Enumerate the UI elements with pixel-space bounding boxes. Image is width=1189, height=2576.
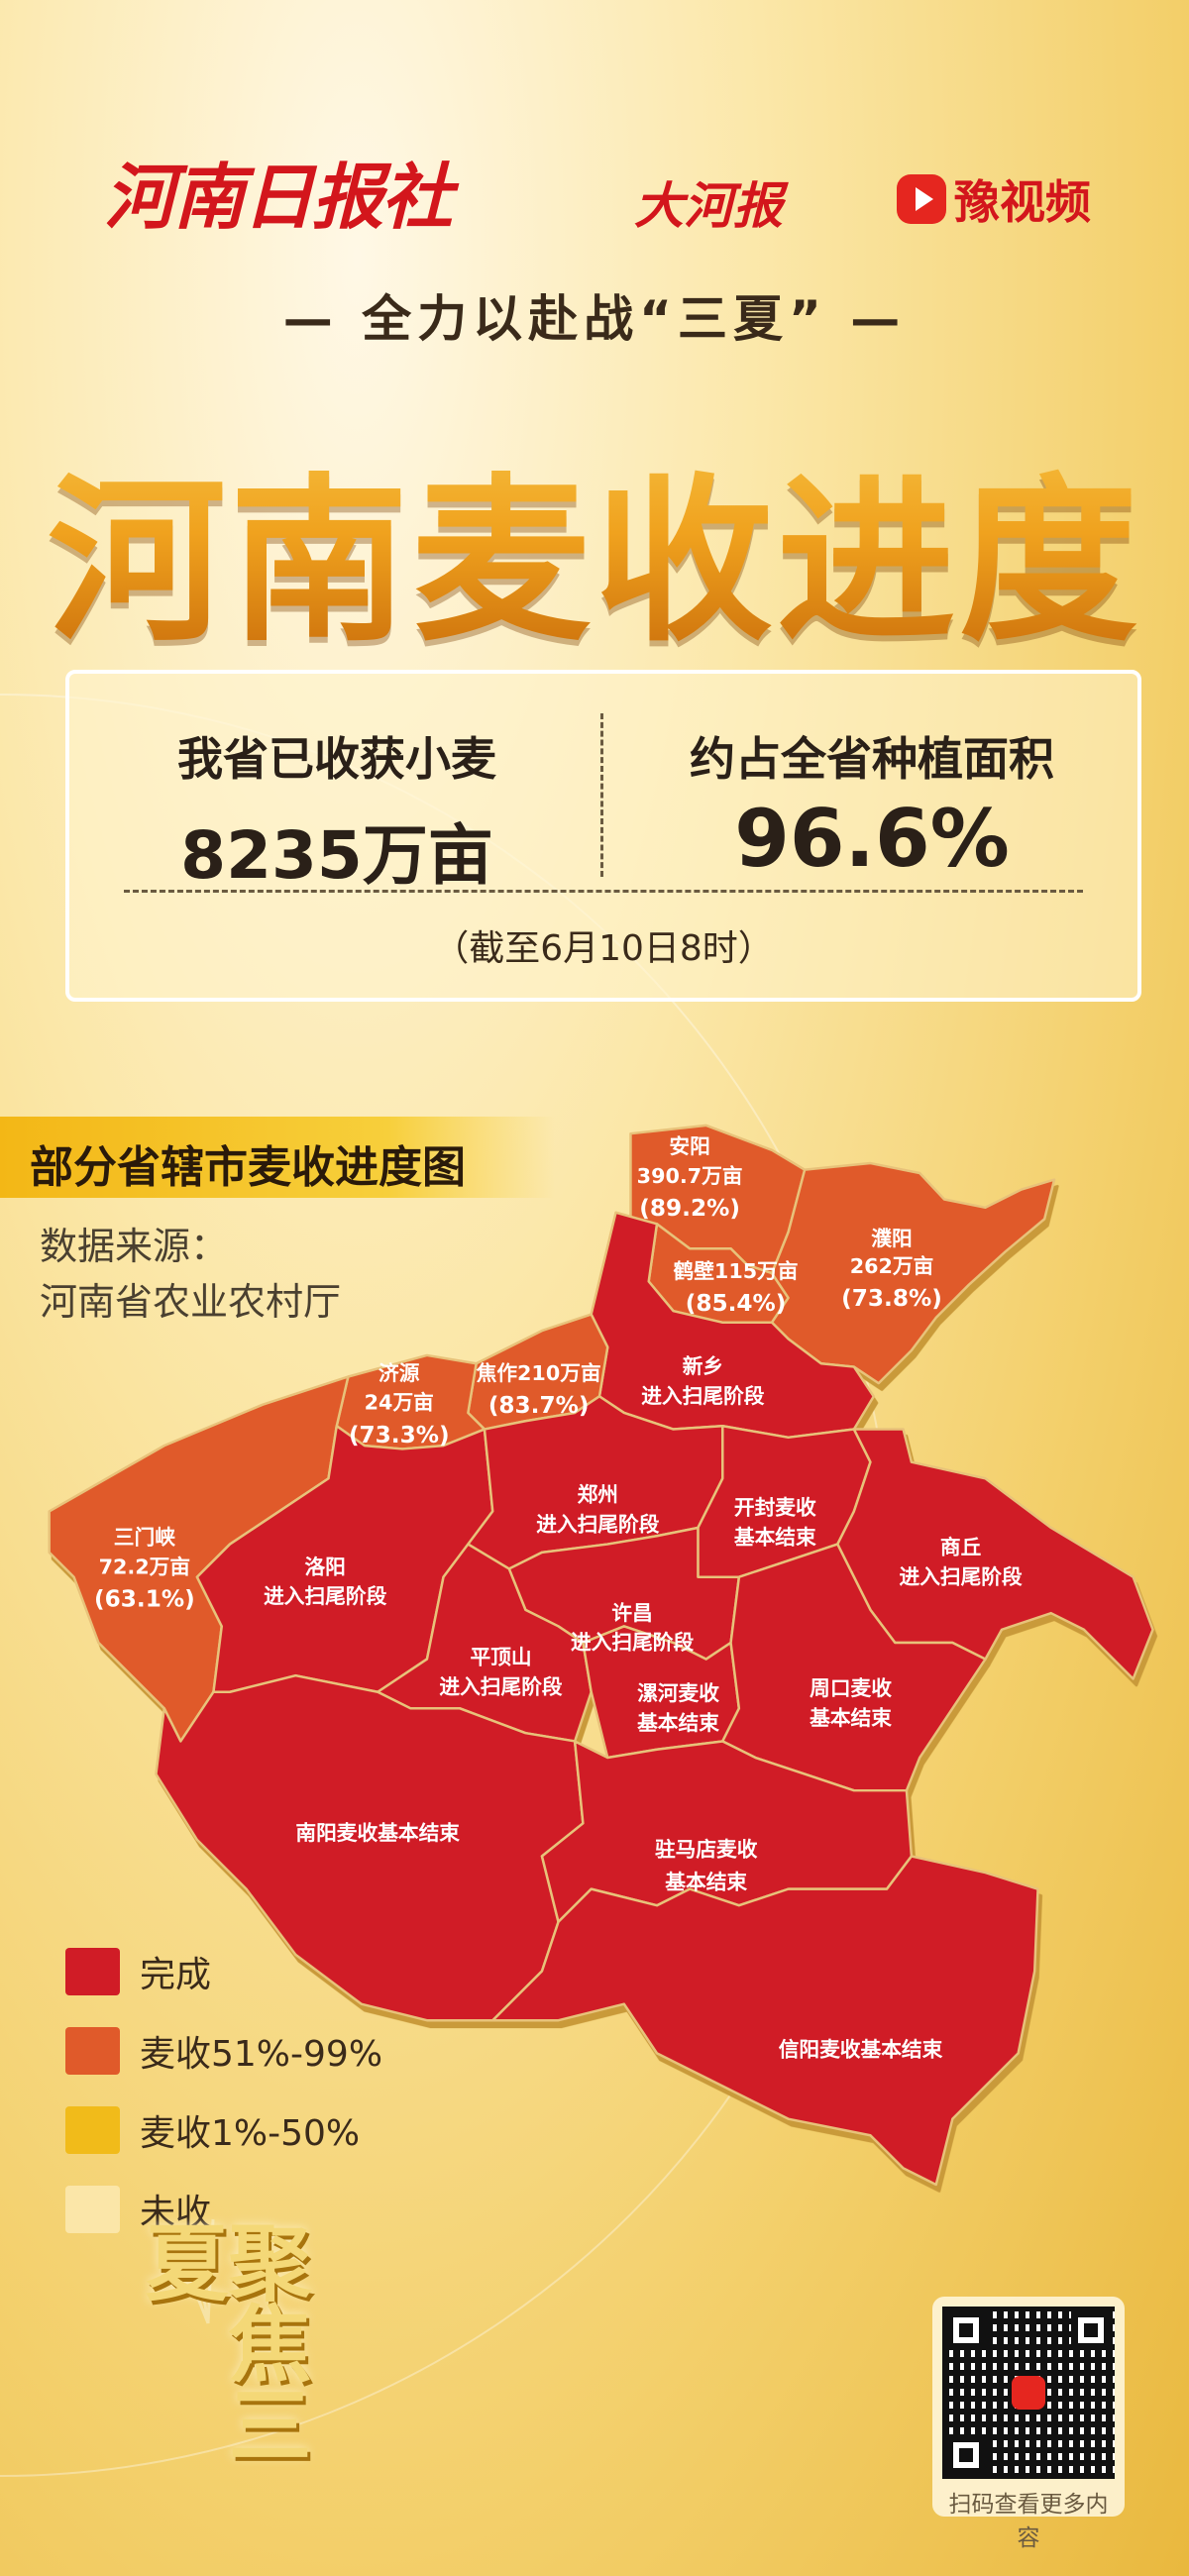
source-name: 河南省农业农村厅 [40,1280,342,1324]
legend-label: 完成 [140,1955,212,1995]
region-zhoukou [721,1543,987,1792]
play-icon [897,174,946,224]
label-jiaozuo: 焦作210万亩(83.7%) [477,1361,601,1419]
stats-box: 我省已收获小麦 8235万亩 约占全省种植面积 96.6% （截至6月10日8时… [65,670,1141,1002]
label-nanyang: 南阳麦收基本结束 [295,1821,460,1845]
legend-item: 未收 [65,2170,382,2249]
qr-code[interactable] [942,2307,1115,2479]
qr-caption: 扫码查看更多内容 [948,2492,1109,2551]
label-hebi: 鹤壁115万亩(85.4%) [674,1259,799,1317]
label-shangqiu: 商丘进入扫尾阶段 [900,1536,1024,1589]
label-xuchang: 许昌进入扫尾阶段 [571,1601,695,1655]
label-zhumadian: 驻马店麦收基本结束 [655,1837,758,1893]
divider [124,890,1083,893]
divider [600,713,603,877]
legend-label: 麦收51%-99% [140,2034,383,2075]
legend-swatch [65,2186,120,2233]
label-jiyuan: 济源 24万亩(73.3%) [349,1361,450,1449]
source-label: 数据来源： [40,1225,229,1268]
harvested-value: 8235万亩 [180,817,493,894]
dahebao-logo: 大河报 [634,176,783,235]
label-luoyang: 洛阳进入扫尾阶段 [264,1555,387,1608]
slogan-calligraphy: 聚焦三夏 [132,2219,313,2463]
legend-label: 未收 [140,2193,212,2233]
legend-item: 麦收51%-99% [65,2011,382,2091]
subtitle: — 全力以赴战“三夏” — [282,290,907,348]
henan-daily-logo: 河南日报社 [104,155,453,239]
label-zhoukou: 周口麦收基本结束 [810,1676,892,1730]
legend-item: 完成 [65,1932,382,2011]
qr-card[interactable]: 扫码查看更多内容 [932,2297,1125,2551]
as-of-note: （截至6月10日8时） [433,928,774,969]
label-luohe: 漯河麦收基本结束 [637,1681,719,1735]
map-banner: 部分省辖市麦收进度图 [0,1117,555,1198]
share-stat: 约占全省种植面积 96.6% [604,723,1139,885]
page-title: 河南麦收进度 [0,416,1189,675]
label-pingdingshan: 平顶山进入扫尾阶段 [439,1646,563,1699]
label-xinxiang: 新乡进入扫尾阶段 [641,1354,765,1408]
legend-swatch [65,2106,120,2154]
label-sanmenxia: 三门峡 72.2万亩(63.1%) [94,1526,195,1613]
yushipin-logo-text: 豫视频 [954,175,1091,229]
label-puyang: 濮阳 262万亩(73.8%) [841,1227,942,1312]
yushipin-logo: 豫视频 [897,166,1091,232]
harvested-stat: 我省已收获小麦 8235万亩 [69,723,604,898]
legend-label: 麦收1%-50% [140,2113,361,2154]
label-kaifeng: 开封麦收基本结束 [734,1496,816,1550]
harvested-label: 我省已收获小麦 [177,732,496,786]
legend-swatch [65,1948,120,1995]
wheat-icon [176,2218,215,2324]
label-anyang: 安阳 390.7万亩(89.2%) [637,1134,743,1222]
play-icon [1012,2376,1045,2410]
data-source: 数据来源： 河南省农业农村厅 [40,1219,341,1330]
map-legend: 完成 麦收51%-99% 麦收1%-50% 未收 [65,1932,382,2249]
share-value: 96.6% [734,793,1010,885]
legend-item: 麦收1%-50% [65,2091,382,2170]
label-zhengzhou: 郑州进入扫尾阶段 [536,1482,660,1536]
region-xinyang [490,1855,1039,2187]
legend-swatch [65,2027,120,2075]
share-label: 约占全省种植面积 [690,732,1054,786]
label-xinyang: 信阳麦收基本结束 [779,2038,943,2062]
